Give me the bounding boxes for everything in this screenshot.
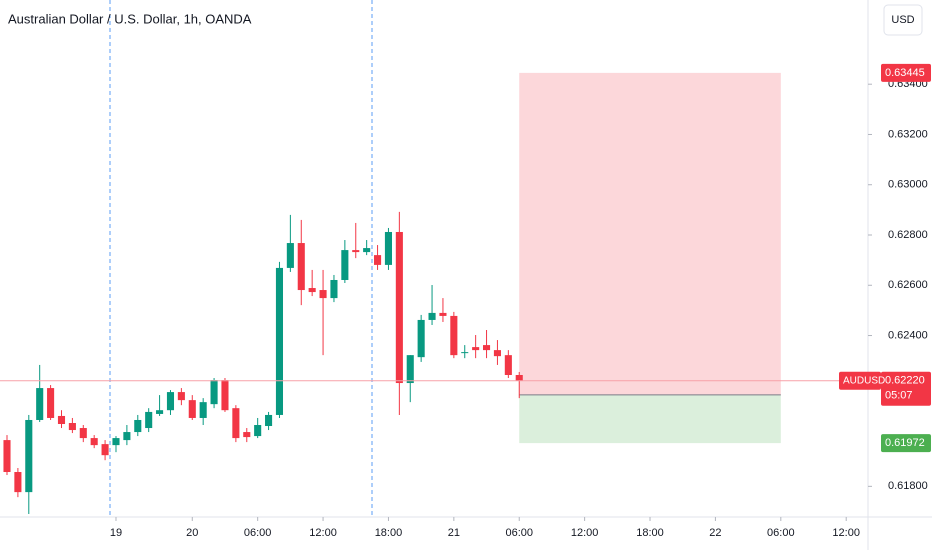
x-tick-label: 18:00 bbox=[636, 527, 664, 539]
price-badge bbox=[881, 371, 931, 406]
candle-body bbox=[319, 290, 327, 299]
target-zone bbox=[519, 394, 781, 444]
candle-body bbox=[79, 428, 87, 439]
candle-body bbox=[57, 415, 66, 425]
x-tick-label: 18:00 bbox=[375, 527, 403, 539]
candle-body bbox=[483, 345, 491, 351]
candle-body bbox=[156, 410, 164, 414]
currency-button[interactable] bbox=[883, 4, 923, 36]
candle-body bbox=[254, 425, 262, 437]
x-tick-label: 06:00 bbox=[767, 527, 795, 539]
y-tick-label: 0.62600 bbox=[888, 279, 928, 291]
candle-body bbox=[134, 419, 142, 433]
y-tick-label: 0.63000 bbox=[888, 179, 928, 191]
candle-body bbox=[330, 279, 338, 299]
candle-body bbox=[363, 248, 371, 253]
x-tick-label: 22 bbox=[709, 527, 721, 539]
candle-body bbox=[286, 243, 294, 268]
candle-body bbox=[25, 419, 33, 493]
candle-body bbox=[428, 312, 436, 320]
candle-body bbox=[145, 411, 153, 429]
price-badge-label: 0.62220 bbox=[885, 375, 925, 387]
countdown: 05:07 bbox=[885, 390, 913, 402]
price-badge bbox=[881, 434, 931, 453]
candle-body bbox=[36, 388, 44, 420]
candle-body bbox=[352, 250, 360, 253]
candle-body bbox=[384, 231, 392, 265]
candle-body bbox=[210, 380, 218, 405]
candle-body bbox=[450, 315, 458, 356]
candle-body bbox=[112, 438, 120, 446]
stop-zone bbox=[519, 72, 781, 395]
candle-body bbox=[232, 408, 240, 439]
x-tick-label: 20 bbox=[186, 527, 198, 539]
candle-body bbox=[3, 440, 11, 473]
price-badge bbox=[881, 63, 931, 82]
candle-body bbox=[101, 444, 109, 456]
position-tool[interactable] bbox=[519, 72, 781, 444]
symbol-badge bbox=[839, 371, 881, 390]
candle-body bbox=[221, 380, 229, 411]
y-tick-label: 0.61800 bbox=[888, 480, 928, 492]
x-tick-label: 06:00 bbox=[244, 527, 272, 539]
candle-body bbox=[68, 423, 76, 431]
candle-body bbox=[472, 347, 480, 351]
candles bbox=[3, 211, 523, 514]
chart-title: Australian Dollar / U.S. Dollar, 1h, OAN… bbox=[8, 11, 252, 26]
candle-body bbox=[188, 400, 196, 418]
y-tick-label: 0.63200 bbox=[888, 128, 928, 140]
candle-body bbox=[439, 312, 447, 316]
x-tick-label: 12:00 bbox=[832, 527, 860, 539]
candle-body bbox=[461, 352, 469, 354]
candle-body bbox=[14, 472, 22, 493]
candle-body bbox=[275, 267, 284, 415]
candle-body bbox=[308, 288, 316, 293]
y-tick-label: 0.62400 bbox=[888, 329, 928, 341]
candle-body bbox=[265, 414, 273, 427]
candle-body bbox=[504, 355, 512, 375]
x-tick-label: 19 bbox=[110, 527, 122, 539]
candle-body bbox=[166, 392, 175, 411]
candle-body bbox=[297, 243, 305, 291]
y-tick-label: 0.62800 bbox=[888, 229, 928, 241]
currency-label[interactable]: USD bbox=[891, 14, 914, 26]
candle-body bbox=[47, 388, 55, 418]
candle-body bbox=[406, 355, 414, 384]
price-badge-label: 0.61972 bbox=[885, 437, 925, 449]
price-badge-label: 0.63445 bbox=[885, 67, 925, 79]
x-tick-label: 12:00 bbox=[309, 527, 337, 539]
candle-body bbox=[341, 250, 349, 280]
candle-body bbox=[243, 432, 251, 438]
x-tick-label: 12:00 bbox=[571, 527, 599, 539]
candle-body bbox=[493, 350, 501, 357]
candle-body bbox=[374, 255, 382, 265]
candle-body bbox=[123, 432, 131, 441]
candle-body bbox=[177, 392, 185, 401]
x-tick-label: 06:00 bbox=[505, 527, 533, 539]
candle-body bbox=[199, 402, 207, 418]
symbol-label: AUDUSD bbox=[843, 375, 885, 386]
candle-body bbox=[515, 374, 523, 381]
candle-body bbox=[395, 231, 403, 384]
x-tick-label: 21 bbox=[448, 527, 460, 539]
candle-body bbox=[417, 319, 425, 358]
candle-body bbox=[90, 438, 98, 446]
